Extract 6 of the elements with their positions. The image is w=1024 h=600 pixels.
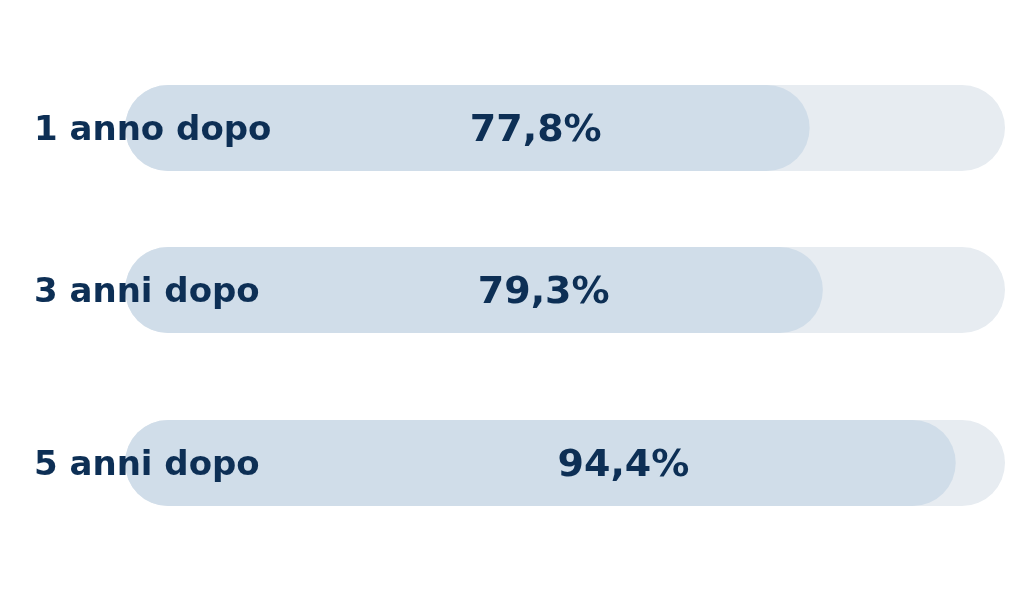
data-label: 79,3% [477, 268, 610, 313]
y-tick-label: 3 anni dopo [34, 269, 260, 310]
y-tick-label: 1 anno dopo [34, 107, 272, 148]
data-label: 77,8% [469, 106, 602, 151]
data-label: 94,4% [557, 441, 690, 486]
y-tick-label: 5 anni dopo [34, 442, 260, 483]
